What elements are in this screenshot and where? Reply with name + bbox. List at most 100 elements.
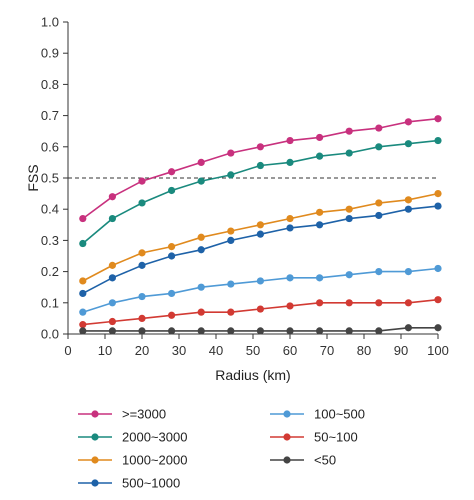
data-point <box>227 308 235 316</box>
data-point <box>79 327 87 335</box>
x-tick-label: 100 <box>427 343 449 358</box>
y-tick-label: 0.5 <box>41 171 59 186</box>
data-point <box>345 214 353 223</box>
data-point <box>434 115 442 123</box>
data-point <box>316 152 324 160</box>
data-point <box>108 327 116 335</box>
data-point <box>168 252 176 260</box>
data-point <box>79 289 87 298</box>
data-point <box>79 321 87 329</box>
data-point <box>138 327 146 335</box>
data-point <box>197 158 205 166</box>
data-point <box>197 246 205 254</box>
legend-label: 100~500 <box>314 407 365 422</box>
y-axis-title: FSS <box>25 164 41 191</box>
legend-item: 2000~3000 <box>78 430 187 445</box>
data-point <box>138 292 146 301</box>
y-tick-label: 0.6 <box>41 139 59 154</box>
data-point <box>375 143 383 151</box>
data-point <box>108 214 116 223</box>
data-point <box>404 268 412 276</box>
data-point <box>316 299 324 307</box>
data-point <box>345 127 353 135</box>
data-point <box>79 214 87 223</box>
data-point <box>168 186 176 195</box>
data-point <box>227 280 235 288</box>
y-tick-label: 0.4 <box>41 202 59 217</box>
data-point <box>256 230 264 238</box>
legend-marker <box>283 433 291 441</box>
legend-item: >=3000 <box>78 407 166 422</box>
data-point <box>256 161 264 170</box>
data-point <box>108 274 116 282</box>
data-point <box>434 264 442 273</box>
legend-item: 100~500 <box>270 407 365 422</box>
data-point <box>168 168 176 176</box>
legend-label: 50~100 <box>314 430 358 445</box>
y-tick-label: 0.0 <box>41 327 59 342</box>
data-point <box>168 243 176 251</box>
data-point <box>434 190 442 198</box>
data-point <box>138 249 146 257</box>
x-axis-title: Radius (km) <box>215 367 290 383</box>
data-point <box>286 224 294 232</box>
x-tick-label: 60 <box>283 343 297 358</box>
data-point <box>286 158 294 166</box>
data-point <box>256 327 264 335</box>
data-point <box>108 193 116 201</box>
plot-area: 0.0 0.1 0.2 0.3 0.4 0.5 0.6 0.7 0.8 0.9 1.0 0 10 20 3… <box>41 15 449 359</box>
y-tick-label: 0.3 <box>41 233 59 248</box>
legend-marker <box>283 410 291 418</box>
data-point <box>316 208 324 216</box>
series-group <box>79 115 442 335</box>
data-point <box>227 171 235 179</box>
legend-label: <50 <box>314 453 336 468</box>
x-tick-label: 40 <box>209 343 223 358</box>
x-tick-label: 50 <box>246 343 260 358</box>
x-tick-label: 30 <box>172 343 186 358</box>
data-point <box>256 143 264 151</box>
data-point <box>256 305 264 313</box>
data-point <box>345 271 353 279</box>
data-point <box>138 177 146 185</box>
data-point <box>316 221 324 229</box>
legend-label: 1000~2000 <box>122 453 187 468</box>
legend-marker <box>91 433 99 441</box>
data-point <box>375 299 383 307</box>
data-point <box>434 324 442 332</box>
data-point <box>434 136 442 145</box>
data-point <box>168 327 176 335</box>
legend-label: >=3000 <box>122 407 166 422</box>
data-point <box>227 149 235 157</box>
data-point <box>345 327 353 335</box>
y-tick-label: 0.9 <box>41 46 59 61</box>
data-point <box>79 308 87 316</box>
data-point <box>404 205 412 213</box>
legend-item: 500~1000 <box>78 476 180 491</box>
data-point <box>316 133 324 142</box>
data-point <box>375 327 383 335</box>
data-point <box>345 205 353 213</box>
y-tick-label: 0.7 <box>41 108 59 123</box>
data-point <box>345 149 353 157</box>
y-axis-ticks: 0.0 0.1 0.2 0.3 0.4 0.5 0.6 0.7 0.8 0.9 1.0 <box>41 15 68 342</box>
data-point <box>404 324 412 332</box>
legend-label: 2000~3000 <box>122 430 187 445</box>
data-point <box>197 308 205 316</box>
data-point <box>286 136 294 145</box>
legend-marker <box>283 456 291 464</box>
data-point <box>286 327 294 335</box>
series-4 <box>79 264 442 316</box>
legend-item: 1000~2000 <box>78 453 187 468</box>
y-tick-label: 0.2 <box>41 264 59 279</box>
x-tick-label: 0 <box>64 343 71 358</box>
data-point <box>79 239 87 248</box>
data-point <box>286 302 294 310</box>
data-point <box>168 311 176 319</box>
data-point <box>375 199 383 207</box>
x-tick-label: 20 <box>135 343 149 358</box>
legend-marker <box>91 410 99 418</box>
x-tick-label: 70 <box>320 343 334 358</box>
series-6 <box>79 324 442 335</box>
legend: >=3000 2000~3000 1000~2000 500~1000 100~500 5… <box>78 407 365 491</box>
